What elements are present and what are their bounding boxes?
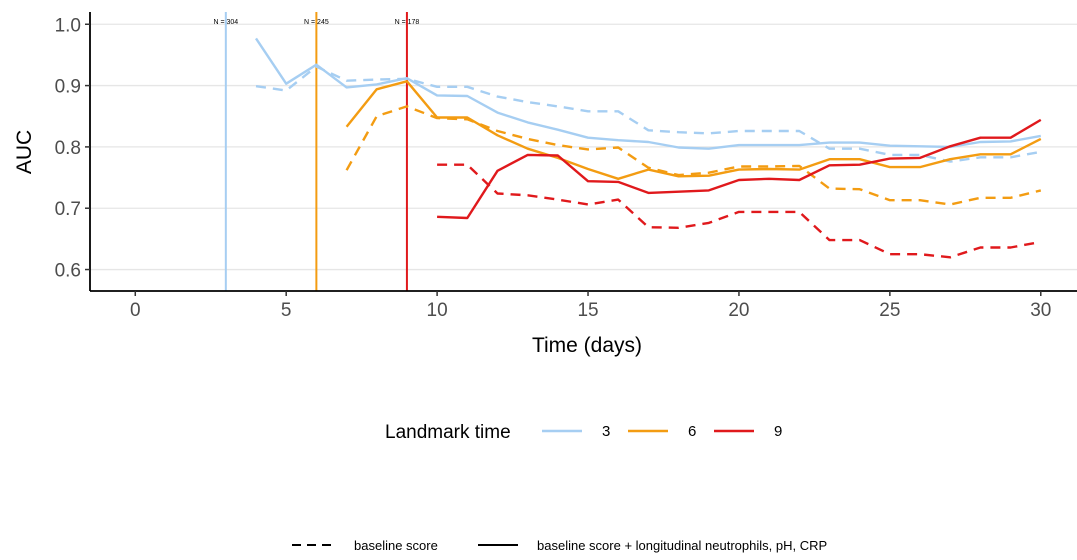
legend-linetype-label-0: baseline score (354, 538, 438, 553)
x-tick-label-4: 20 (728, 300, 749, 321)
series-lines (255, 37, 1042, 259)
landmark-n-label-0: N = 304 (213, 19, 238, 26)
x-tick-label-3: 15 (577, 300, 598, 321)
series-line-landmark-6-solid (345, 80, 1042, 181)
x-tick-label-5: 25 (879, 300, 900, 321)
series-line-landmark-9-dashed (437, 163, 1042, 259)
legend-label-6: 6 (688, 423, 696, 440)
x-tick-label-2: 10 (427, 300, 448, 321)
series-line-landmark-3-dashed (255, 65, 1042, 163)
legend-linetype: baseline score baseline score + longitudi… (292, 538, 827, 553)
x-tick-label-6: 30 (1030, 300, 1051, 321)
y-tick-label-0: 0.6 (55, 261, 81, 282)
y-tick-label-2: 0.8 (55, 138, 81, 159)
y-tick-label-3: 0.9 (55, 77, 81, 98)
legend-label-3: 3 (602, 423, 610, 440)
landmark-lines: N = 304 N = 245 N = 178 (213, 12, 419, 291)
x-axis-title: Time (days) (532, 334, 642, 357)
axes: 0.6 0.7 0.8 0.9 1.0 0 5 10 15 20 25 30 (55, 12, 1077, 321)
x-tick-label-1: 5 (281, 300, 292, 321)
y-tick-label-4: 1.0 (55, 15, 81, 36)
gridlines (90, 23, 1077, 271)
legend-label-9: 9 (774, 423, 782, 440)
y-tick-label-1: 0.7 (55, 199, 81, 220)
legend-linetype-label-1: baseline score + longitudinal neutrophil… (537, 538, 827, 553)
series-line-landmark-3-solid (255, 37, 1042, 150)
landmark-n-label-1: N = 245 (304, 19, 329, 26)
y-axis-title: AUC (13, 130, 36, 174)
legend-landmark-time: Landmark time 3 6 9 (385, 422, 782, 443)
series-line-landmark-6-dashed (345, 105, 1042, 206)
series-line-landmark-9-solid (437, 118, 1042, 220)
landmark-n-label-2: N = 178 (395, 19, 420, 26)
x-tick-label-0: 0 (130, 300, 141, 321)
legend-title: Landmark time (385, 422, 511, 443)
